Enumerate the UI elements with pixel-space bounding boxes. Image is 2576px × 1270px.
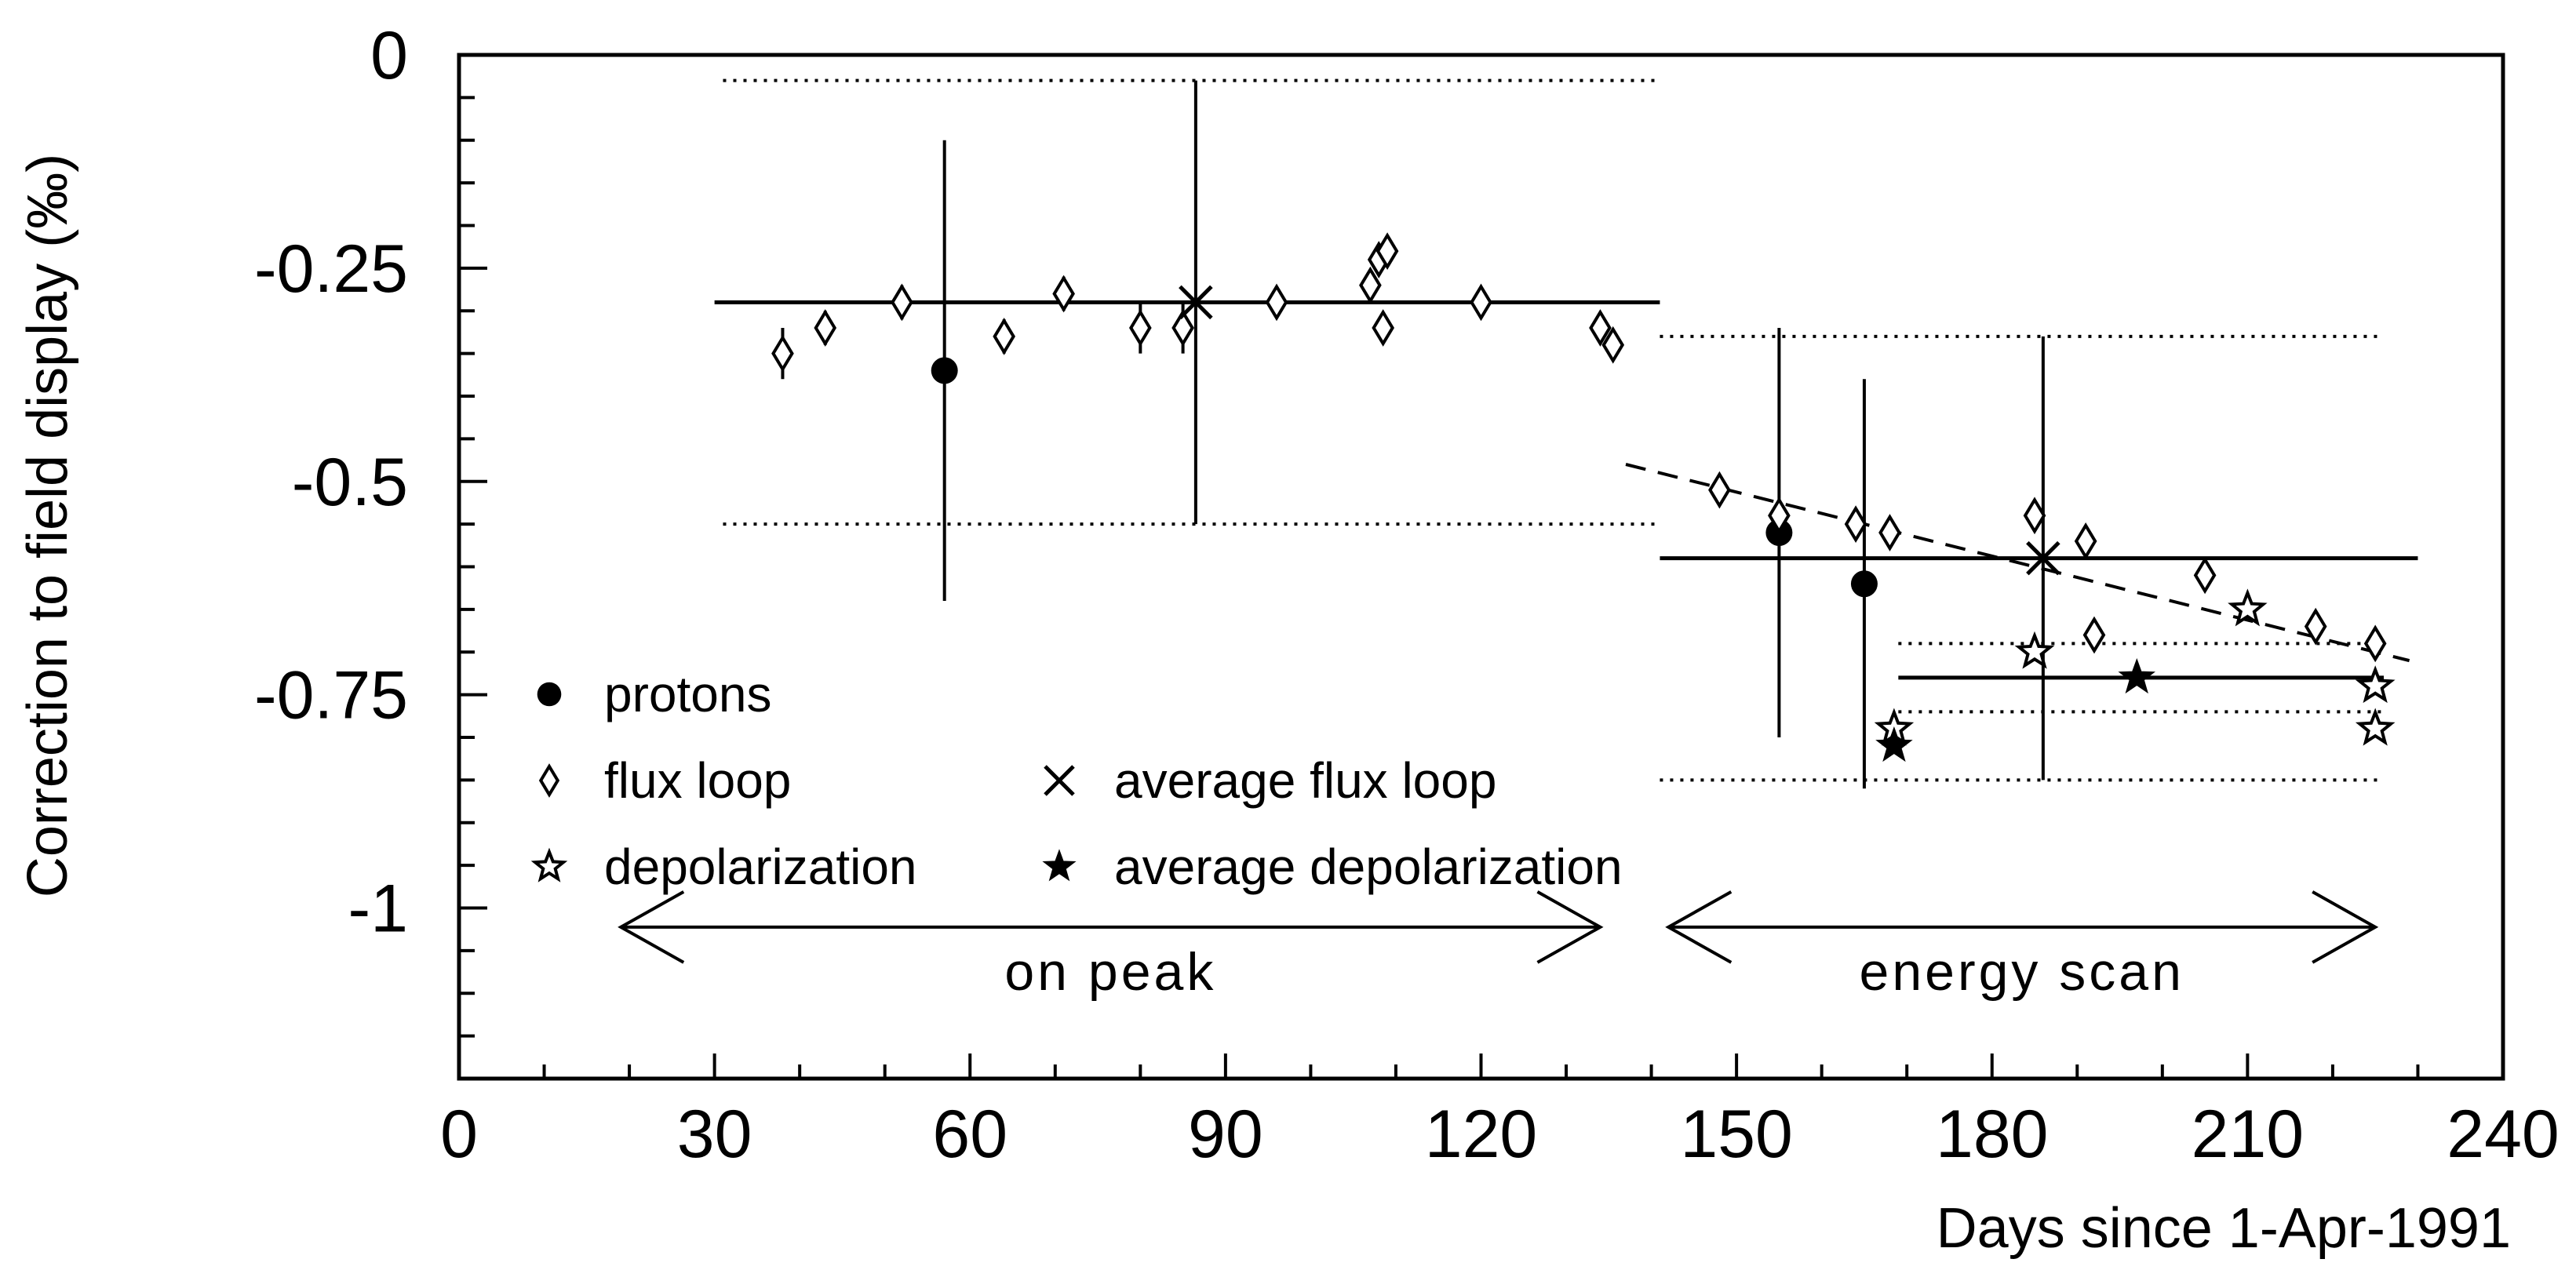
flux-loop-point	[1265, 283, 1288, 322]
legend: protons flux loop average flux loop depolar…	[530, 666, 1623, 895]
depolarization-point	[2355, 665, 2396, 704]
average-flux-loop-point	[2026, 540, 2060, 576]
flux-loop-point	[1171, 309, 1194, 347]
y-tick-label: 0	[370, 18, 408, 93]
flux-loop-point	[2363, 624, 2387, 663]
x-tick-label: 210	[2192, 1097, 2305, 1172]
legend-label-flux-loop: flux loop	[604, 752, 791, 809]
legend-label-average-flux-loop: average flux loop	[1114, 752, 1496, 809]
flux-loop-point	[1470, 283, 1492, 322]
x-axis-label: Days since 1-Apr-1991	[1937, 1197, 2511, 1260]
flux-loop-point	[993, 317, 1015, 355]
energy-scan-label: energy scan	[1860, 942, 2184, 1002]
tick-labels: 0 30 60 90 120 150 180 210 240 0 -0.25 -0.5 -0.75 -1	[254, 18, 2560, 1172]
flux-loop-point	[1359, 266, 1382, 304]
flux-loop-point	[1768, 497, 1791, 535]
x-tick-label: 180	[1936, 1097, 2049, 1172]
axis-ticks	[457, 53, 2505, 1080]
y-tick-label: -0.75	[254, 658, 408, 733]
depolarization-point	[2014, 631, 2055, 669]
error-bars	[1193, 80, 2045, 781]
on-peak-arrow-left	[618, 890, 685, 964]
flux-loop-point	[1375, 232, 1399, 271]
y-tick-label: -1	[348, 872, 408, 947]
flux-loop-point	[1589, 309, 1612, 347]
x-tick-label: 60	[932, 1097, 1007, 1172]
dashed-reference-line	[1625, 463, 2410, 663]
flux-loop-point	[1708, 471, 1731, 509]
on-peak-arrow-right	[1536, 890, 1604, 964]
legend-label-depolarization: depolarization	[604, 839, 917, 895]
average-depolarization-point	[1875, 726, 1913, 762]
depolarization-point	[2355, 708, 2396, 746]
flux-loop-point	[2023, 497, 2046, 535]
reference-lines	[714, 78, 2418, 782]
flux-loop-point	[1052, 275, 1075, 313]
flux-loop-point	[1878, 514, 1901, 551]
flux-loop-point	[1372, 309, 1395, 347]
legend-label-protons: protons	[604, 666, 771, 722]
flux-loop-point	[2082, 616, 2106, 654]
y-tick-label: -0.25	[254, 231, 408, 307]
legend-marker-depolarization	[530, 847, 568, 882]
depolarization-point	[2228, 588, 2268, 627]
flux-loop-point	[891, 283, 913, 322]
y-axis-label: Correction to field display (‰)	[16, 154, 79, 897]
x-tick-label: 120	[1425, 1097, 1538, 1172]
y-tick-label: -0.5	[292, 445, 408, 520]
legend-marker-average-depolarization	[1042, 849, 1077, 882]
data-markers	[771, 140, 2396, 789]
flux-loop-point	[1844, 505, 1867, 544]
plot-frame	[457, 53, 2505, 1081]
flux-loop-point	[1129, 309, 1152, 347]
x-tick-label: 30	[677, 1097, 752, 1172]
flux-loop-point	[2193, 556, 2217, 595]
flux-loop-point	[1601, 326, 1625, 364]
x-tick-label: 150	[1680, 1097, 1793, 1172]
energy-scan-arrow-left	[1665, 890, 1733, 964]
x-tick-label: 240	[2447, 1097, 2560, 1172]
flux-loop-point	[2074, 522, 2097, 560]
flux-loop-point	[2304, 607, 2327, 646]
protons-point	[931, 357, 958, 384]
protons-point	[1850, 570, 1878, 598]
energy-scan-arrow-right	[2312, 890, 2379, 964]
average-depolarization-point	[2118, 657, 2156, 694]
legend-marker-protons	[537, 682, 562, 707]
x-tick-label: 0	[440, 1097, 478, 1172]
annotations: on peak energy scan	[618, 890, 2379, 1002]
plot-border	[457, 53, 2505, 1081]
flux-loop-point	[814, 309, 837, 347]
x-tick-label: 90	[1188, 1097, 1263, 1172]
legend-label-average-depolarization: average depolarization	[1114, 839, 1623, 895]
flux-loop-point	[771, 334, 794, 373]
legend-marker-flux-loop	[538, 763, 560, 798]
on-peak-label: on peak	[1004, 942, 1216, 1002]
average-flux-loop-point	[1179, 285, 1213, 320]
legend-marker-average-flux-loop	[1044, 765, 1075, 796]
